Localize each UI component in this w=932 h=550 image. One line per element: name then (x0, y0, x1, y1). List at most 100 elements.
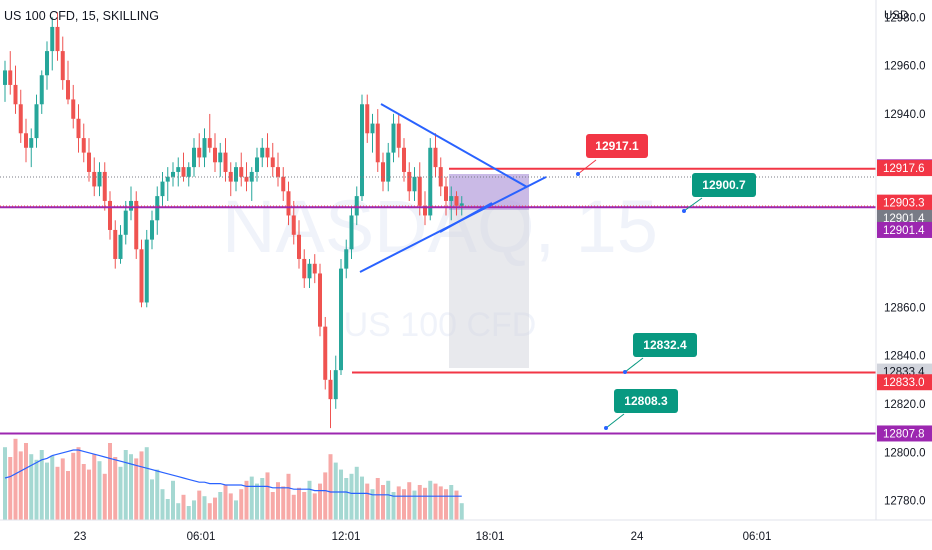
volume-bar (244, 480, 249, 520)
time-tick: 06:01 (187, 531, 216, 543)
volume-bar (344, 478, 349, 520)
price-label: 12917.6 (877, 160, 932, 177)
candle (171, 162, 175, 187)
time-axis[interactable] (0, 520, 932, 550)
candle (87, 138, 91, 182)
volume-bar (223, 485, 228, 520)
candle (223, 138, 228, 182)
callout-12917[interactable]: 12917.1 (576, 134, 648, 176)
volume-bar (155, 469, 160, 520)
currency-label: USD (884, 10, 908, 22)
horizontal-lines[interactable] (0, 167, 876, 435)
volume-bar (328, 454, 333, 520)
volume-bar (375, 478, 380, 520)
volume-bar (50, 455, 55, 520)
candle (129, 186, 133, 221)
candle (328, 370, 333, 429)
candle (134, 191, 139, 259)
volume-bar (24, 443, 28, 520)
volume-bar (333, 462, 338, 520)
volume-bar (255, 483, 259, 520)
candle (165, 167, 170, 201)
candle (286, 181, 291, 226)
callout-12832[interactable]: 12832.4 (623, 333, 697, 374)
callout-12808[interactable]: 12808.3 (604, 389, 678, 430)
volume-bar (297, 487, 301, 520)
volume-bar (171, 480, 175, 520)
candle (402, 138, 406, 182)
volume-bar (312, 493, 317, 520)
candle (449, 186, 454, 221)
volume-bar (213, 497, 217, 520)
candle (433, 133, 438, 177)
time-tick: 06:01 (743, 531, 772, 543)
candle (249, 167, 254, 201)
svg-text:12903.3: 12903.3 (883, 198, 925, 210)
candle (76, 104, 81, 153)
volume-bar (396, 486, 401, 520)
candle (386, 142, 391, 192)
candle (118, 225, 123, 264)
volume-bar (276, 482, 280, 520)
svg-text:12807.8: 12807.8 (883, 428, 925, 440)
volume-bar (97, 461, 102, 520)
volume-bar (34, 459, 39, 520)
volume-bar (66, 471, 70, 520)
candle (202, 128, 207, 168)
volume-bar (160, 489, 165, 520)
candle (213, 133, 217, 172)
volume-bar (181, 494, 186, 520)
triangle-pattern-drawing[interactable] (359, 103, 547, 273)
candle (396, 113, 401, 158)
time-tick: 18:01 (476, 531, 505, 543)
candle (18, 89, 23, 143)
volume-bar (407, 482, 412, 520)
volume-bar (76, 447, 81, 520)
candle (150, 210, 154, 250)
candle (239, 152, 244, 187)
price-axis-labels: 12917.912917.612903.307:2412901.412901.4… (877, 159, 932, 442)
candle (8, 51, 13, 95)
candle (391, 113, 396, 163)
candle (186, 162, 191, 187)
candle (113, 220, 118, 269)
candle (3, 60, 7, 102)
callout-12900[interactable]: 12900.7 (682, 173, 756, 213)
volume-bar (459, 503, 464, 520)
candle (71, 84, 76, 129)
range-box-loss[interactable] (449, 210, 529, 368)
volume-bar (192, 500, 196, 520)
volume-bar (370, 489, 375, 520)
candle (102, 162, 107, 211)
volume-bar (291, 494, 296, 520)
volume-bar (454, 490, 459, 520)
candle (144, 229, 149, 308)
volume-bar (428, 480, 433, 520)
volume-moving-average (4, 449, 462, 497)
volume-bar (423, 487, 427, 520)
candle (444, 176, 448, 216)
price-tick: 12960.0 (884, 61, 926, 73)
candle (160, 171, 165, 206)
candle (108, 191, 112, 240)
candle (50, 17, 55, 71)
candle (318, 263, 322, 337)
svg-text:12901.4: 12901.4 (883, 225, 925, 237)
volume-bar (444, 489, 448, 520)
volume-bar (123, 450, 128, 520)
volume-bar (265, 472, 270, 520)
volume-bar (391, 492, 396, 520)
volume-bar (438, 486, 443, 520)
volume-bar (349, 473, 354, 520)
candle (381, 152, 385, 192)
price-axis[interactable] (876, 0, 932, 520)
time-tick: 23 (74, 531, 87, 543)
time-tick: 12:01 (332, 531, 361, 543)
volume-bar (29, 454, 34, 520)
volume-bar (260, 478, 265, 520)
volume-bar (176, 503, 181, 520)
candle (260, 138, 265, 168)
candle (454, 191, 459, 216)
volume-bar (307, 480, 312, 520)
